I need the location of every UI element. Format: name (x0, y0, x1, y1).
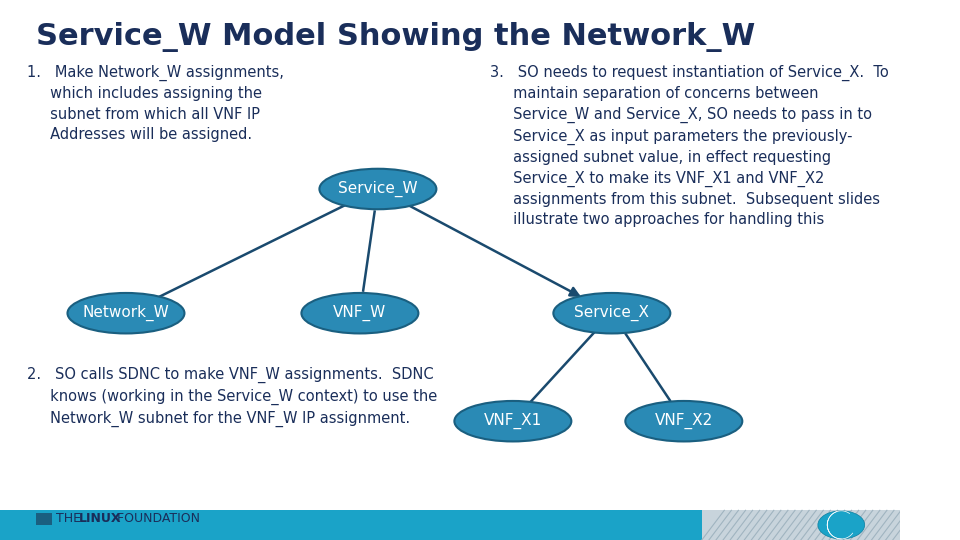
Text: 3.   SO needs to request instantiation of Service_X.  To
     maintain separatio: 3. SO needs to request instantiation of … (491, 65, 889, 227)
Text: Service_X: Service_X (574, 305, 649, 321)
Text: FOUNDATION: FOUNDATION (113, 512, 201, 525)
Bar (0, 510, 702, 540)
Text: THE: THE (56, 512, 84, 525)
Text: VNF_W: VNF_W (333, 305, 387, 321)
Ellipse shape (553, 293, 670, 333)
Ellipse shape (320, 168, 437, 209)
Text: 2.   SO calls SDNC to make VNF_W assignments.  SDNC
     knows (working in the S: 2. SO calls SDNC to make VNF_W assignmen… (27, 367, 437, 427)
Ellipse shape (625, 401, 742, 442)
Text: LINUX: LINUX (79, 512, 122, 525)
Bar (36, 513, 52, 525)
Bar (702, 510, 900, 540)
Text: VNF_X1: VNF_X1 (484, 413, 542, 429)
Ellipse shape (301, 293, 419, 333)
Text: Network_W: Network_W (83, 305, 169, 321)
Text: Service_W Model Showing the Network_W: Service_W Model Showing the Network_W (36, 22, 756, 52)
Text: VNF_X2: VNF_X2 (655, 413, 713, 429)
Circle shape (818, 511, 865, 539)
Ellipse shape (454, 401, 571, 442)
Text: Service_W: Service_W (338, 181, 418, 197)
Text: 1.   Make Network_W assignments,
     which includes assigning the
     subnet f: 1. Make Network_W assignments, which inc… (27, 65, 284, 142)
Ellipse shape (67, 293, 184, 333)
